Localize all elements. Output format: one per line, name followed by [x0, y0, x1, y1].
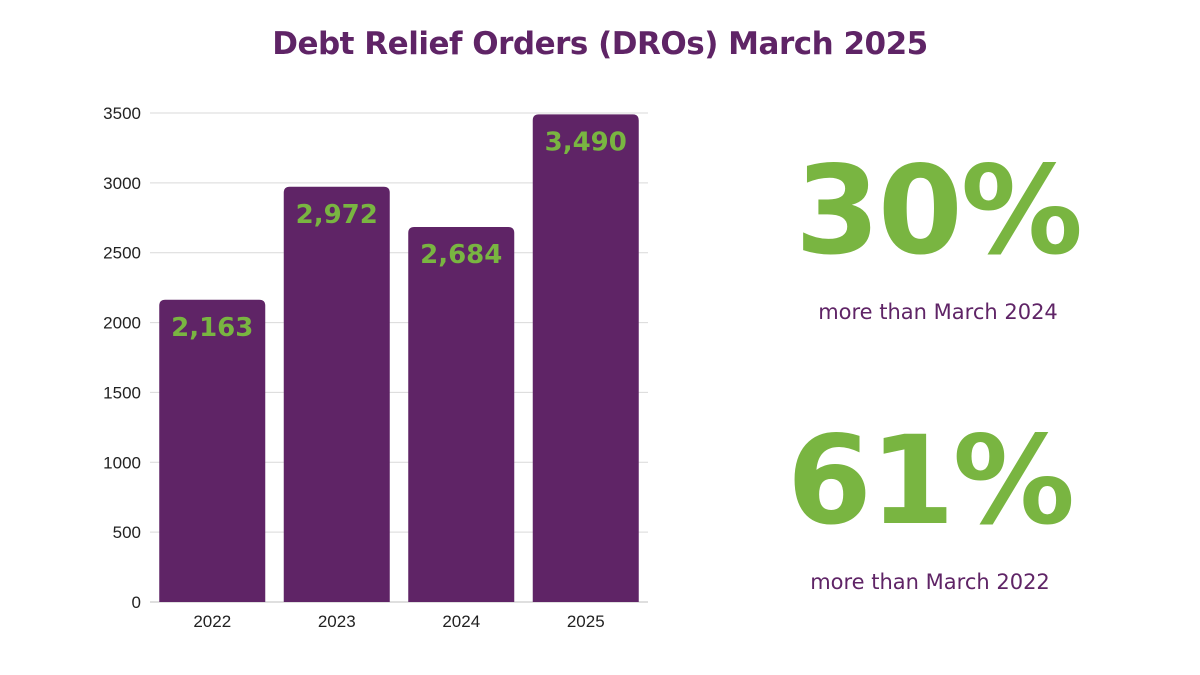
- x-tick-label: 2022: [193, 612, 231, 631]
- stat-percentage: 30%: [794, 140, 1083, 282]
- bar-value-label: 2,972: [296, 200, 378, 230]
- y-tick-label: 3000: [103, 174, 141, 193]
- stat-vs-2024: 30% more than March 2024: [728, 150, 1148, 324]
- x-tick-label: 2024: [442, 612, 480, 631]
- bar-value-label: 3,490: [545, 127, 627, 157]
- y-tick-label: 0: [132, 593, 141, 612]
- y-tick-label: 2500: [103, 244, 141, 263]
- x-tick-label: 2023: [318, 612, 356, 631]
- bar-value-label: 2,163: [171, 313, 253, 343]
- stat-caption: more than March 2024: [818, 300, 1058, 324]
- chart-title: Debt Relief Orders (DROs) March 2025: [272, 26, 928, 62]
- x-tick-label: 2025: [567, 612, 605, 631]
- y-tick-label: 1000: [103, 453, 141, 472]
- stat-percentage: 61%: [786, 410, 1075, 552]
- bar: [532, 114, 639, 602]
- stat-vs-2022: 61% more than March 2022: [720, 420, 1140, 594]
- bar: [159, 299, 266, 602]
- y-tick-label: 500: [113, 523, 141, 542]
- bar: [283, 186, 390, 602]
- y-tick-label: 2000: [103, 314, 141, 333]
- stat-caption: more than March 2022: [810, 570, 1050, 594]
- bar-value-label: 2,684: [420, 240, 502, 270]
- y-tick-label: 1500: [103, 383, 141, 402]
- bar: [408, 227, 515, 603]
- y-tick-label: 3500: [103, 104, 141, 123]
- bar-chart: 0 500 1000 1500 2000 2500 3000 3500 2,163 2022 2,9…: [103, 104, 648, 631]
